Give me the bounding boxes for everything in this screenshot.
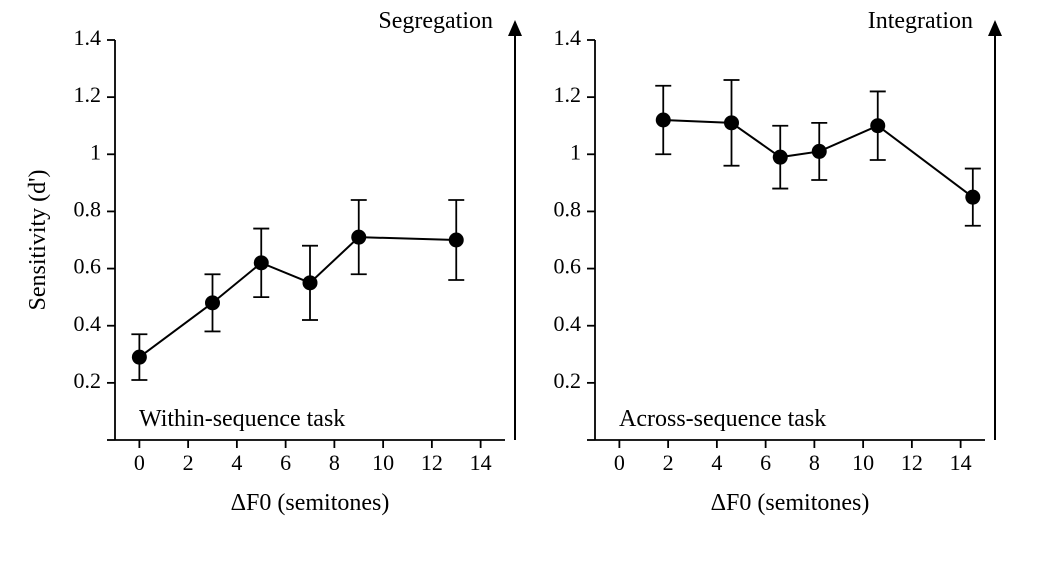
panel-label: Across-sequence task — [619, 406, 826, 432]
x-tick-label: 0 — [134, 450, 145, 475]
x-tick-label: 8 — [809, 450, 820, 475]
data-marker — [773, 150, 788, 165]
series-line — [139, 237, 456, 357]
x-tick-label: 6 — [760, 450, 771, 475]
corner-label: Segregation — [378, 8, 493, 34]
data-marker — [351, 230, 366, 245]
data-marker — [870, 118, 885, 133]
y-tick-label: 1.4 — [74, 25, 102, 50]
y-axis-label: Sensitivity (d') — [25, 170, 51, 311]
y-tick-label: 0.8 — [554, 196, 582, 221]
x-tick-label: 10 — [852, 450, 874, 475]
x-tick-label: 12 — [901, 450, 923, 475]
y-tick-label: 0.6 — [74, 254, 102, 279]
y-tick-label: 1 — [90, 139, 101, 164]
figure: 0.20.40.60.811.21.402468101214ΔF0 (semit… — [0, 0, 1050, 573]
x-tick-label: 14 — [950, 450, 972, 475]
data-marker — [254, 255, 269, 270]
chart-svg: 0.20.40.60.811.21.402468101214ΔF0 (semit… — [0, 0, 1050, 573]
x-tick-label: 2 — [183, 450, 194, 475]
x-axis-label: ΔF0 (semitones) — [231, 490, 390, 516]
x-tick-label: 10 — [372, 450, 394, 475]
data-marker — [724, 115, 739, 130]
y-tick-label: 0.2 — [74, 368, 102, 393]
panel-label: Within-sequence task — [139, 406, 345, 432]
corner-label: Integration — [868, 8, 973, 34]
data-marker — [132, 350, 147, 365]
x-tick-label: 0 — [614, 450, 625, 475]
y-tick-label: 1 — [570, 139, 581, 164]
data-marker — [656, 113, 671, 128]
x-tick-label: 4 — [231, 450, 242, 475]
y-tick-label: 0.4 — [554, 311, 582, 336]
arrow-up-icon — [508, 20, 522, 36]
data-marker — [965, 190, 980, 205]
arrow-up-icon — [988, 20, 1002, 36]
x-tick-label: 14 — [470, 450, 492, 475]
y-tick-label: 0.2 — [554, 368, 582, 393]
x-tick-label: 4 — [711, 450, 722, 475]
y-tick-label: 0.4 — [74, 311, 102, 336]
x-tick-label: 12 — [421, 450, 443, 475]
x-tick-label: 8 — [329, 450, 340, 475]
x-tick-label: 6 — [280, 450, 291, 475]
y-tick-label: 1.2 — [554, 82, 582, 107]
data-marker — [812, 144, 827, 159]
data-marker — [205, 295, 220, 310]
left_panel-group: 0.2 0.4 0.6 0.8 1 1.2 1.4 0 2 4 6 8 10 12 14 ΔF0 (semit… — [25, 8, 522, 516]
x-tick-label: 2 — [663, 450, 674, 475]
x-axis-label: ΔF0 (semitones) — [711, 490, 870, 516]
data-marker — [303, 275, 318, 290]
right_panel-group: 0.2 0.4 0.6 0.8 1 1.2 1.4 0 2 4 6 8 10 12 14 ΔF0 (semit… — [554, 8, 1003, 516]
y-tick-label: 0.8 — [74, 196, 102, 221]
data-marker — [449, 233, 464, 248]
y-tick-label: 0.6 — [554, 254, 582, 279]
y-tick-label: 1.4 — [554, 25, 582, 50]
y-tick-label: 1.2 — [74, 82, 102, 107]
